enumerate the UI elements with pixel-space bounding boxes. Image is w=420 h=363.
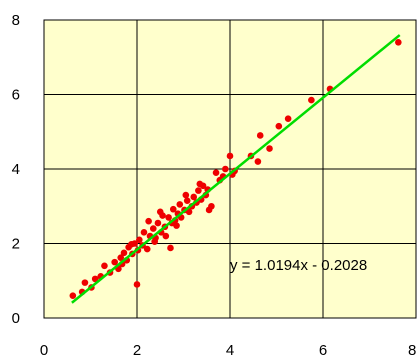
data-point xyxy=(69,292,77,299)
y-tick-label: 8 xyxy=(12,12,20,29)
x-tick-label: 4 xyxy=(226,342,234,359)
data-point xyxy=(190,193,198,201)
data-point xyxy=(208,202,215,210)
y-tick-label: 6 xyxy=(12,87,20,104)
y-tick-label: 2 xyxy=(12,236,20,253)
data-point xyxy=(308,96,315,104)
data-point xyxy=(254,158,262,165)
data-point xyxy=(145,217,152,225)
data-point xyxy=(183,197,191,204)
data-point xyxy=(156,208,164,216)
data-point xyxy=(395,39,402,46)
data-point xyxy=(185,208,193,216)
x-tick-label: 8 xyxy=(408,342,416,359)
trendline-equation: y = 1.0194x - 0.2028 xyxy=(230,257,367,274)
y-tick-label: 0 xyxy=(12,310,20,327)
data-point xyxy=(212,169,220,177)
x-axis-tick-labels: 0 2 4 6 8 xyxy=(40,342,417,359)
y-axis-tick-labels: 0 2 4 6 8 xyxy=(12,12,20,327)
data-point xyxy=(222,165,229,173)
data-point xyxy=(151,238,158,245)
data-point xyxy=(284,115,292,123)
trendline xyxy=(71,34,401,304)
x-tick-label: 0 xyxy=(40,342,48,359)
data-point xyxy=(176,201,184,208)
data-point xyxy=(128,240,135,248)
data-point xyxy=(101,262,108,270)
data-point xyxy=(136,236,143,244)
data-point xyxy=(226,152,234,160)
data-point xyxy=(140,229,148,236)
data-point xyxy=(162,232,170,240)
data-point xyxy=(196,180,204,188)
data-point xyxy=(117,254,125,261)
data-point xyxy=(173,222,180,229)
data-point xyxy=(266,145,273,152)
gridlines xyxy=(43,19,417,319)
data-point xyxy=(120,249,128,257)
data-point xyxy=(167,244,174,252)
data-point xyxy=(143,245,151,253)
data-point xyxy=(169,205,177,213)
data-point xyxy=(195,187,202,194)
data-point xyxy=(165,214,172,221)
data-point xyxy=(149,225,157,232)
y-tick-label: 4 xyxy=(12,161,20,178)
data-point xyxy=(182,191,190,199)
data-point xyxy=(81,279,89,286)
data-point xyxy=(256,132,264,139)
x-tick-label: 2 xyxy=(133,342,141,359)
data-point xyxy=(133,281,141,288)
data-point xyxy=(154,219,162,227)
data-point xyxy=(275,122,283,130)
x-tick-label: 6 xyxy=(319,342,327,359)
data-point xyxy=(91,275,99,283)
data-point xyxy=(111,258,118,266)
